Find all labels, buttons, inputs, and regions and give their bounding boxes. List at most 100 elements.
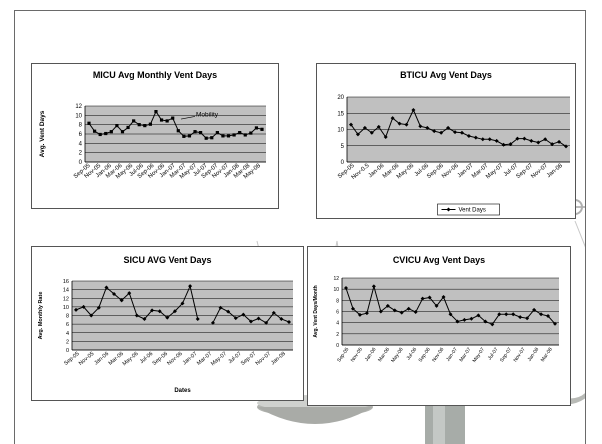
- data-point: [529, 138, 534, 143]
- data-point: [254, 126, 259, 130]
- data-point: [392, 308, 397, 313]
- y-tick-label: 0: [66, 348, 69, 354]
- x-tick-label: Nov-07: [530, 163, 549, 180]
- data-point: [413, 310, 418, 315]
- data-point: [404, 122, 409, 127]
- chart-title: SICU AVG Vent Days: [123, 255, 212, 265]
- data-point: [550, 142, 555, 147]
- data-point: [553, 321, 557, 326]
- data-point: [109, 130, 113, 134]
- data-point: [494, 138, 499, 143]
- data-point: [399, 310, 404, 315]
- x-tick-label: Nov-06: [166, 351, 183, 367]
- data-point: [418, 124, 423, 129]
- data-point: [504, 312, 509, 317]
- data-point: [564, 144, 568, 149]
- data-point: [172, 309, 177, 314]
- data-point: [264, 320, 269, 325]
- data-point: [134, 313, 139, 318]
- x-tick-label: Jul-07: [487, 347, 500, 362]
- data-point: [501, 142, 506, 147]
- x-tick-label: Jan-07: [445, 347, 459, 363]
- data-point: [226, 309, 231, 314]
- x-tick-label: Jul-06: [406, 347, 419, 362]
- data-point: [241, 312, 246, 317]
- data-point: [355, 132, 360, 137]
- data-point: [132, 119, 136, 123]
- data-point: [511, 312, 516, 317]
- data-point: [256, 316, 261, 321]
- x-tick-label: Nov-06: [431, 347, 445, 364]
- data-point: [350, 306, 355, 311]
- data-point: [539, 312, 544, 317]
- data-point: [171, 116, 175, 120]
- y-tick-label: 4: [66, 331, 69, 337]
- data-point: [115, 124, 119, 128]
- data-point: [271, 310, 276, 315]
- y-tick-label: 8: [79, 123, 83, 129]
- x-tick-label: Nov-05: [78, 351, 95, 367]
- chart-title: CVICU Avg Vent Days: [392, 255, 486, 265]
- y-tick-label: 0: [336, 343, 339, 349]
- data-point: [104, 131, 108, 136]
- data-point: [349, 122, 353, 127]
- data-point: [248, 319, 253, 324]
- data-point: [260, 127, 264, 131]
- y-tick-label: 2: [66, 339, 69, 345]
- data-point: [165, 119, 169, 123]
- x-tick-label: Sep-06: [152, 351, 169, 367]
- y-tick-label: 2: [336, 332, 339, 338]
- data-point: [238, 131, 242, 135]
- y-tick-label: 12: [333, 276, 339, 282]
- chart-title: MICU Avg Monthly Vent Days: [92, 70, 218, 80]
- legend-marker: [446, 207, 451, 212]
- data-point: [176, 129, 180, 133]
- data-point: [74, 307, 78, 312]
- bticu-chart-panel: BTICU Avg Vent Days 0 5 10 15 20 Sep-05 Nov-0.…: [316, 63, 576, 219]
- data-point: [369, 130, 374, 135]
- data-point: [371, 284, 376, 289]
- data-point: [490, 322, 495, 327]
- data-point: [148, 122, 152, 126]
- data-point: [425, 125, 430, 130]
- data-point: [287, 319, 291, 324]
- y-tick-label: 8: [66, 314, 69, 320]
- y-axis-label: Avg. Monthly Rate: [38, 292, 44, 340]
- data-point: [441, 294, 446, 299]
- y-tick-label: 2: [79, 151, 83, 157]
- x-tick-label: May-06: [390, 347, 405, 364]
- data-point: [385, 303, 390, 308]
- data-point: [515, 136, 520, 141]
- data-point: [427, 295, 432, 300]
- data-point: [157, 309, 162, 314]
- data-point: [243, 133, 247, 137]
- data-point: [112, 291, 117, 296]
- data-point: [199, 131, 203, 135]
- data-point: [182, 134, 186, 138]
- data-point: [81, 304, 86, 309]
- data-point: [518, 315, 523, 320]
- data-point: [362, 125, 367, 130]
- x-tick-label: Nov-05: [350, 347, 364, 364]
- annotation-pointer: [180, 116, 196, 120]
- data-point: [249, 131, 253, 135]
- x-tick-label: Nov-06: [441, 163, 460, 180]
- data-point: [476, 313, 481, 318]
- data-point: [89, 313, 94, 318]
- sicu-chart-panel: SICU AVG Vent Days 0 2 4 6 8 10 12 14 16 Sep-05 No…: [31, 246, 304, 401]
- data-point: [487, 137, 492, 142]
- data-point: [508, 142, 513, 147]
- x-tick-label: Sep-05: [336, 347, 350, 364]
- x-tick-label: May-06: [396, 163, 416, 181]
- y-tick-label: 10: [63, 305, 69, 311]
- y-tick-label: 4: [79, 141, 83, 147]
- x-tick-label: May-06: [122, 351, 140, 367]
- y-tick-label: 14: [63, 288, 69, 294]
- data-point: [536, 140, 541, 145]
- data-point: [469, 316, 474, 321]
- legend-label: Vent Days: [459, 208, 486, 214]
- data-point: [397, 121, 402, 126]
- data-point: [532, 307, 537, 312]
- data-point: [180, 301, 185, 306]
- y-tick-label: 12: [63, 296, 69, 302]
